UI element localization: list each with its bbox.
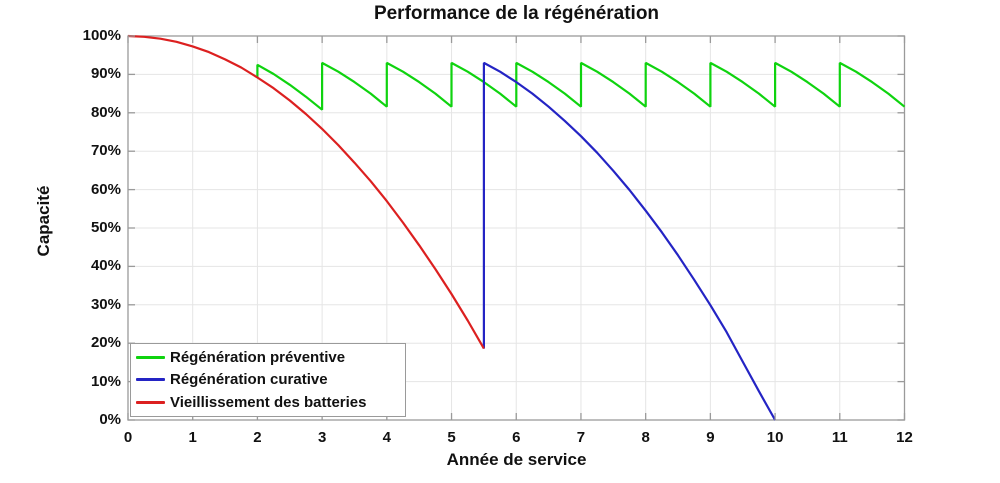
legend-line-preventive <box>136 355 165 359</box>
x-tick-label: 0 <box>123 429 133 446</box>
legend-line-aging <box>136 401 165 405</box>
series-line-1 <box>482 61 777 421</box>
x-tick-label: 7 <box>576 429 586 446</box>
x-tick-label: 11 <box>831 429 848 446</box>
y-tick-label: 70% <box>90 142 121 160</box>
x-tick-label: 5 <box>447 429 456 446</box>
legend-item-aging: Vieillissement des batteries <box>136 394 401 411</box>
legend-line-curative <box>136 378 165 382</box>
x-tick-label: 2 <box>253 429 262 446</box>
y-tick-label: 30% <box>90 295 121 313</box>
x-tick-label: 12 <box>896 429 913 446</box>
legend-label-aging: Vieillissement des batteries <box>170 394 367 412</box>
x-tick-label: 8 <box>641 429 650 446</box>
legend-label-curative: Régénération curative <box>170 371 328 389</box>
y-tick-label: 80% <box>90 103 121 121</box>
series-line-0 <box>256 61 906 111</box>
x-tick-label: 6 <box>512 429 521 446</box>
y-tick-label: 50% <box>90 219 121 236</box>
x-tick-label: 9 <box>706 429 715 446</box>
chart-title: Performance de la régénération <box>373 3 660 24</box>
x-tick-label: 10 <box>766 429 784 446</box>
x-tick-label: 4 <box>382 429 391 446</box>
x-tick-label: 1 <box>188 429 197 446</box>
legend-label-preventive: Régénération préventive <box>170 348 346 366</box>
y-tick-label: 20% <box>90 334 121 352</box>
y-tick-label: 100% <box>82 27 121 44</box>
y-tick-label: 40% <box>90 257 121 275</box>
x-axis-label: Année de service <box>446 450 587 469</box>
y-tick-label: 10% <box>90 372 121 390</box>
y-tick-label: 0% <box>99 411 121 428</box>
x-tick-label: 3 <box>317 429 327 446</box>
series-line-2 <box>127 34 485 350</box>
legend-item-curative: Régénération curative <box>136 371 401 388</box>
legend-item-preventive: Régénération préventive <box>136 349 401 366</box>
y-tick-label: 60% <box>90 180 121 198</box>
y-tick-label: 90% <box>90 65 121 83</box>
legend: Régénération préventive Régénération cur… <box>130 343 406 417</box>
